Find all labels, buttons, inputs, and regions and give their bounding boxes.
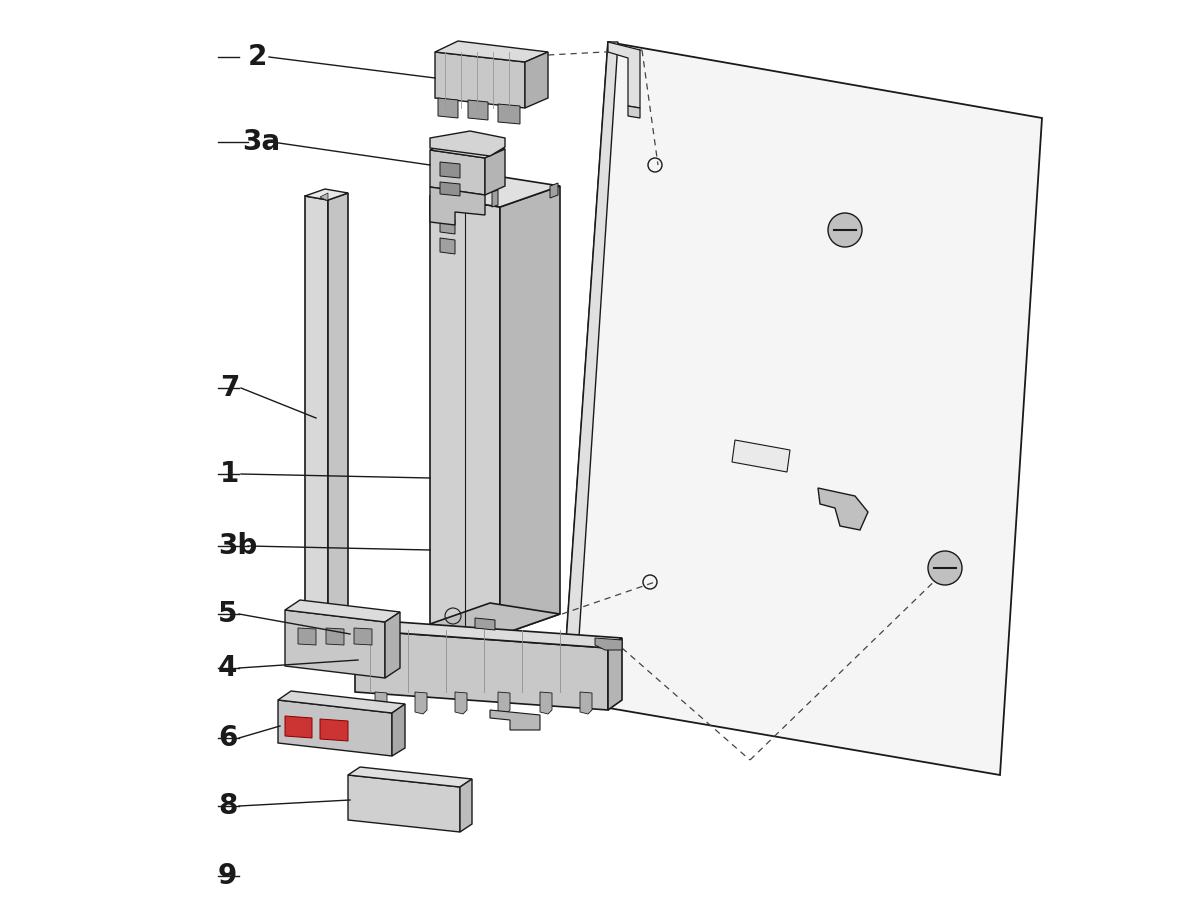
Polygon shape — [440, 182, 460, 196]
Polygon shape — [608, 638, 622, 710]
Polygon shape — [430, 603, 560, 635]
Polygon shape — [437, 184, 450, 198]
Polygon shape — [498, 104, 520, 124]
Polygon shape — [430, 187, 485, 225]
Polygon shape — [430, 175, 560, 207]
Polygon shape — [432, 180, 438, 196]
Text: 8: 8 — [218, 792, 238, 820]
Polygon shape — [498, 692, 510, 714]
Polygon shape — [438, 98, 458, 118]
Polygon shape — [732, 440, 790, 472]
Polygon shape — [595, 638, 622, 650]
Polygon shape — [550, 183, 558, 198]
Polygon shape — [305, 196, 328, 640]
Polygon shape — [440, 218, 455, 234]
Polygon shape — [320, 719, 348, 741]
Polygon shape — [355, 620, 622, 648]
Polygon shape — [415, 692, 427, 714]
Polygon shape — [485, 149, 505, 195]
Polygon shape — [436, 41, 548, 62]
Polygon shape — [500, 186, 560, 635]
Text: 3a: 3a — [242, 128, 280, 156]
Polygon shape — [326, 628, 344, 645]
Polygon shape — [278, 700, 392, 756]
Polygon shape — [430, 141, 505, 158]
Polygon shape — [320, 193, 328, 200]
Polygon shape — [278, 691, 406, 713]
Polygon shape — [580, 692, 592, 714]
Polygon shape — [298, 628, 316, 645]
Polygon shape — [430, 131, 505, 156]
Polygon shape — [348, 767, 472, 787]
Circle shape — [928, 551, 962, 585]
Text: 3b: 3b — [218, 532, 257, 560]
Polygon shape — [392, 704, 406, 756]
Text: 6: 6 — [218, 724, 238, 752]
Polygon shape — [475, 618, 496, 630]
Polygon shape — [608, 42, 640, 108]
Text: 2: 2 — [248, 43, 268, 71]
Polygon shape — [628, 106, 640, 118]
Polygon shape — [328, 193, 348, 640]
Polygon shape — [468, 100, 488, 120]
Polygon shape — [430, 150, 485, 195]
Polygon shape — [460, 779, 472, 832]
Polygon shape — [540, 692, 552, 714]
Polygon shape — [286, 610, 385, 678]
Text: 7: 7 — [220, 374, 239, 402]
Polygon shape — [348, 775, 460, 832]
Polygon shape — [440, 238, 455, 254]
Polygon shape — [286, 600, 400, 622]
Polygon shape — [490, 710, 540, 730]
Polygon shape — [562, 42, 1042, 775]
Text: 9: 9 — [218, 862, 238, 890]
Polygon shape — [355, 630, 608, 710]
Polygon shape — [562, 42, 618, 700]
Polygon shape — [286, 716, 312, 738]
Polygon shape — [436, 52, 526, 108]
Polygon shape — [440, 162, 460, 178]
Polygon shape — [385, 612, 400, 678]
Text: 4: 4 — [218, 654, 238, 682]
Circle shape — [828, 213, 862, 247]
Polygon shape — [305, 189, 348, 200]
Polygon shape — [354, 628, 372, 645]
Text: 5: 5 — [218, 600, 238, 628]
Polygon shape — [492, 190, 498, 207]
Polygon shape — [526, 52, 548, 108]
Polygon shape — [455, 692, 467, 714]
Polygon shape — [430, 196, 500, 635]
Polygon shape — [374, 692, 386, 714]
Text: 1: 1 — [220, 460, 239, 488]
Polygon shape — [818, 488, 868, 530]
